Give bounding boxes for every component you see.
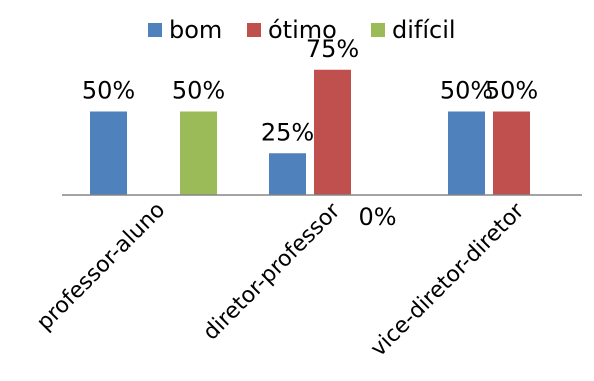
data-label-ótimo-diretor-professor: 75%: [306, 35, 359, 63]
legend-label-bom: bom: [169, 16, 222, 44]
legend-swatch-ótimo: [247, 23, 261, 37]
legend-label-ótimo: ótimo: [268, 16, 337, 44]
legend: bom ótimo difícil: [148, 16, 456, 44]
bar-difícil-professor-aluno: [180, 111, 217, 195]
category-labels: professor-aluno diretor-professor vice-dir…: [32, 198, 530, 362]
data-label-difícil-professor-aluno: 50%: [172, 77, 225, 105]
data-label-bom-diretor-professor: 25%: [261, 118, 314, 146]
data-labels: 50% 50%25%75%0%50%50%: [82, 35, 538, 231]
bar-bom-diretor-professor: [269, 153, 306, 195]
data-label-difícil-diretor-professor: 0%: [358, 203, 396, 231]
bar-ótimo-diretor-professor: [314, 69, 351, 195]
legend-swatch-difícil: [371, 23, 385, 37]
legend-label-difícil: difícil: [392, 16, 456, 44]
bar-ótimo-vice-diretor-diretor: [493, 111, 530, 195]
data-label-bom-vice-diretor-diretor: 50%: [440, 77, 493, 105]
bar-bom-professor-aluno: [90, 111, 127, 195]
bar-bom-vice-diretor-diretor: [448, 111, 485, 195]
data-label-ótimo-vice-diretor-diretor: 50%: [485, 77, 538, 105]
category-label-diretor-professor: diretor-professor: [198, 198, 345, 345]
data-label-bom-professor-aluno: 50%: [82, 77, 135, 105]
legend-swatch-bom: [148, 23, 162, 37]
category-label-professor-aluno: professor-aluno: [32, 198, 170, 336]
bars: [90, 69, 530, 195]
